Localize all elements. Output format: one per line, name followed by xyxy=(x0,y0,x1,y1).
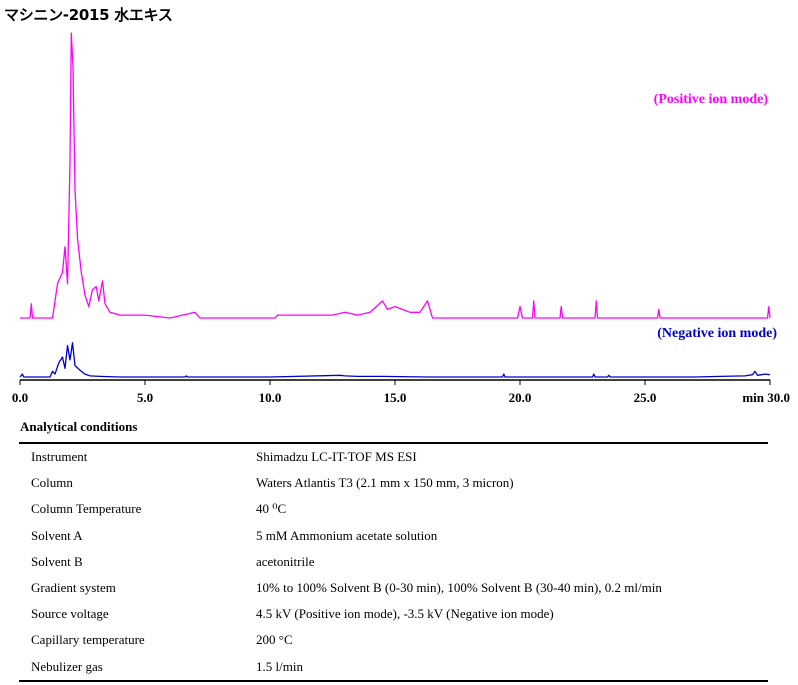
x-tick-label: 5.0 xyxy=(137,390,153,405)
table-row: Solvent A 5 mM Ammonium acetate solution xyxy=(19,523,768,549)
x-tick-label: 25.0 xyxy=(634,390,657,405)
x-axis: 0.0 5.0 10.0 15.0 20.0 25.0 min 30.0 xyxy=(12,379,790,405)
x-tick-label: 0.0 xyxy=(12,390,28,405)
condition-key: Solvent A xyxy=(31,527,83,543)
condition-key: Source voltage xyxy=(31,606,109,622)
table-row: Gradient system 10% to 100% Solvent B (0-… xyxy=(19,575,768,601)
condition-value: 1.5 l/min xyxy=(256,658,303,674)
x-tick-label: 20.0 xyxy=(509,390,532,405)
condition-key: Gradient system xyxy=(31,580,116,596)
series-line-2 xyxy=(19,342,771,378)
table-row: Column Temperature 40 ⁰C xyxy=(19,496,768,522)
x-tick-label: 10.0 xyxy=(259,390,282,405)
condition-key: Column Temperature xyxy=(31,501,142,517)
condition-value: 10% to 100% Solvent B (0-30 min), 100% S… xyxy=(256,580,662,596)
series-label-1: (Positive ion mode) xyxy=(654,92,769,107)
table-row: Solvent B acetonitrile xyxy=(19,549,768,575)
series-labels: (Positive ion mode) (Negative ion mode) xyxy=(654,92,778,341)
series-line-1 xyxy=(20,32,771,319)
x-tick-label: 15.0 xyxy=(384,390,407,405)
condition-value: Shimadzu LC-IT-TOF MS ESI xyxy=(256,449,417,465)
conditions-table: Instrument Shimadzu LC-IT-TOF MS ESI Colum… xyxy=(19,442,768,682)
condition-key: Column xyxy=(31,475,73,491)
table-row: Nebulizer gas 1.5 l/min xyxy=(19,654,768,681)
x-tick-label: min 30.0 xyxy=(742,390,790,405)
table-row: Column Waters Atlantis T3 (2.1 mm x 150 m… xyxy=(19,470,768,496)
page-title: マシニン-2015 水エキス xyxy=(4,6,173,24)
condition-value: Waters Atlantis T3 (2.1 mm x 150 mm, 3 m… xyxy=(256,475,514,491)
condition-key: Solvent B xyxy=(31,553,83,569)
table-row: Instrument Shimadzu LC-IT-TOF MS ESI xyxy=(19,443,768,470)
table-row: Capillary temperature 200 °C xyxy=(19,627,768,653)
condition-key: Nebulizer gas xyxy=(31,658,103,674)
condition-value: acetonitrile xyxy=(256,553,315,569)
condition-key: Capillary temperature xyxy=(31,632,145,648)
conditions-heading: Analytical conditions xyxy=(20,419,138,434)
condition-value: 200 °C xyxy=(256,632,293,648)
condition-value: 5 mM Ammonium acetate solution xyxy=(256,527,438,543)
condition-value: 40 ⁰C xyxy=(256,501,287,517)
table-row: Source voltage 4.5 kV (Positive ion mode)… xyxy=(19,601,768,627)
series-layer xyxy=(19,32,771,378)
chromatogram-chart: (Positive ion mode) (Negative ion mode) 0… xyxy=(12,32,790,405)
condition-value: 4.5 kV (Positive ion mode), -3.5 kV (Neg… xyxy=(256,606,554,622)
condition-key: Instrument xyxy=(31,449,88,465)
series-label-2: (Negative ion mode) xyxy=(657,326,777,341)
